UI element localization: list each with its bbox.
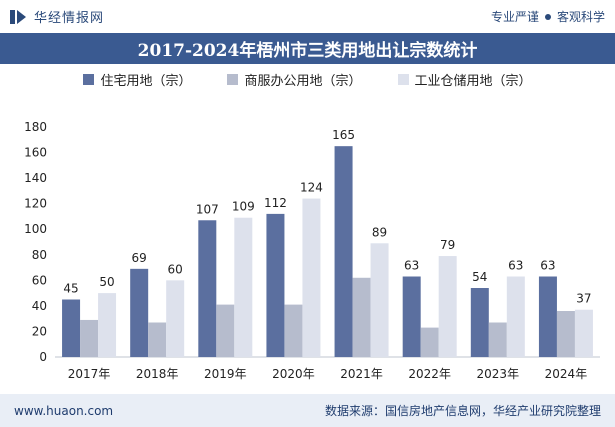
bar-industrial — [234, 217, 253, 357]
footer-website[interactable]: www.huaon.com — [14, 403, 114, 418]
legend-label-industrial: 工业仓储用地（宗） — [414, 73, 532, 89]
bar-residential — [130, 268, 149, 357]
bar-residential — [402, 276, 421, 357]
bar-data-label: 54 — [472, 270, 487, 284]
slogan-right: 客观科学 — [556, 10, 605, 24]
y-tick-label: 120 — [24, 197, 47, 211]
bar-commercial — [556, 311, 575, 357]
bar-data-label: 109 — [232, 200, 255, 214]
bar-commercial — [284, 304, 303, 357]
bar-residential — [538, 276, 557, 357]
y-tick-label: 140 — [24, 171, 47, 185]
bar-data-label: 165 — [332, 128, 355, 142]
bar-industrial — [574, 309, 593, 357]
y-tick-label: 160 — [24, 146, 47, 160]
bar-residential — [198, 220, 217, 357]
chart-title: 2017-2024年梧州市三类用地出让宗数统计 — [137, 41, 478, 61]
legend-item-industrial[interactable]: 工业仓储用地（宗） — [397, 70, 532, 89]
bar-data-label: 63 — [540, 259, 555, 273]
brand-name: 华经情报网 — [34, 11, 105, 26]
bar-commercial — [420, 327, 439, 357]
bar-data-label: 45 — [63, 282, 78, 296]
bar-data-label: 50 — [99, 275, 114, 289]
bar-data-label: 79 — [440, 238, 455, 252]
legend-item-commercial[interactable]: 商服办公用地（宗） — [227, 70, 362, 89]
x-tick-label: 2022年 — [408, 367, 451, 381]
x-tick-label: 2021年 — [340, 367, 383, 381]
bar-commercial — [80, 319, 99, 357]
slogan-left: 专业严谨 — [490, 10, 539, 24]
top-bar: 华经情报网 专业严谨 客观科学 — [0, 0, 615, 33]
bar-data-label: 112 — [264, 196, 287, 210]
bar-data-label: 107 — [196, 202, 219, 216]
bar-data-label: 69 — [132, 251, 147, 265]
bar-industrial — [370, 243, 389, 357]
bar-data-label: 124 — [300, 181, 323, 195]
separator-dot-icon — [544, 13, 551, 20]
bar-residential — [266, 213, 285, 357]
y-tick-label: 20 — [32, 324, 47, 338]
legend-swatch-industrial — [397, 73, 409, 85]
bar-chart: 0 20 40 60 80 100 120 140 160 180 45 50 2017年 69 60 201… — [24, 120, 600, 381]
bar-residential — [62, 299, 81, 357]
bar-residential — [470, 288, 489, 357]
bar-industrial — [98, 293, 117, 357]
footer: www.huaon.com 数据来源：国信房地产信息网，华经产业研究院整理 — [0, 394, 615, 427]
x-tick-label: 2020年 — [272, 367, 315, 381]
y-tick-label: 100 — [24, 222, 47, 236]
bar-industrial — [166, 280, 185, 357]
bar-commercial — [352, 277, 371, 357]
bar-data-label: 60 — [168, 262, 183, 276]
huajing-logo-icon — [10, 9, 26, 24]
y-tick-label: 40 — [32, 299, 47, 313]
bar-commercial — [488, 322, 507, 357]
bar-data-label: 89 — [372, 225, 387, 239]
bar-industrial — [302, 198, 321, 357]
slogan: 专业严谨 客观科学 — [491, 8, 605, 25]
x-tick-label: 2023年 — [477, 367, 520, 381]
y-tick-label: 180 — [24, 120, 47, 134]
bar-data-label: 63 — [508, 259, 523, 273]
chart-legend: 住宅用地（宗） 商服办公用地（宗） 工业仓储用地（宗） — [0, 66, 615, 92]
bar-industrial — [506, 276, 525, 357]
y-tick-label: 80 — [32, 248, 47, 262]
x-tick-label: 2024年 — [545, 367, 588, 381]
brand[interactable]: 华经情报网 — [8, 7, 104, 27]
x-tick-label: 2019年 — [204, 367, 247, 381]
bar-data-label: 37 — [576, 292, 591, 306]
footer-source: 数据来源：国信房地产信息网，华经产业研究院整理 — [324, 404, 601, 418]
x-tick-label: 2018年 — [136, 367, 179, 381]
legend-item-residential[interactable]: 住宅用地（宗） — [83, 70, 191, 89]
bar-commercial — [148, 322, 167, 357]
y-tick-label: 0 — [39, 350, 47, 364]
x-tick-label: 2017年 — [68, 367, 111, 381]
legend-swatch-residential — [83, 73, 95, 85]
bar-data-label: 63 — [404, 259, 419, 273]
bar-residential — [334, 146, 353, 357]
bar-industrial — [438, 256, 457, 357]
legend-label-commercial: 商服办公用地（宗） — [244, 73, 362, 89]
bar-commercial — [216, 304, 235, 357]
legend-swatch-commercial — [227, 73, 239, 85]
chart-title-band: 2017-2024年梧州市三类用地出让宗数统计 — [0, 33, 615, 64]
y-tick-label: 60 — [32, 273, 47, 287]
legend-label-residential: 住宅用地（宗） — [100, 73, 192, 89]
